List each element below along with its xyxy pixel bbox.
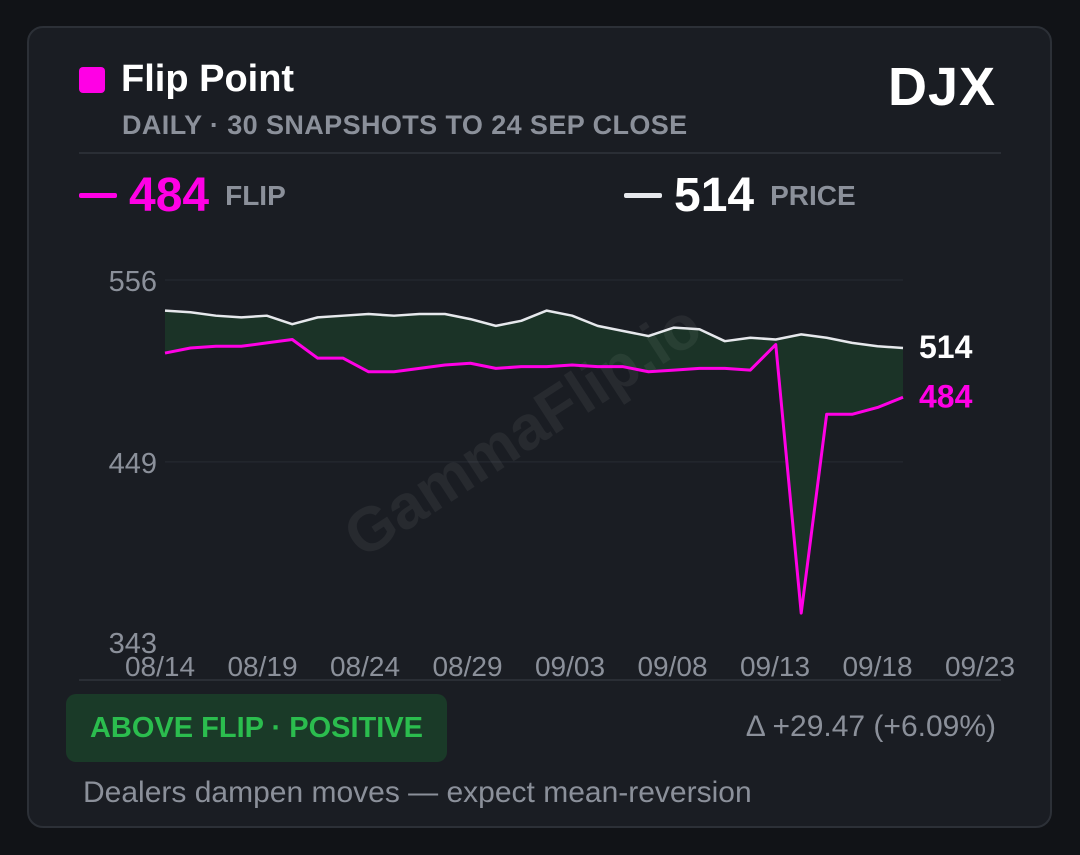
x-tick-label: 09/13: [740, 651, 810, 682]
header-divider: [79, 152, 1001, 154]
title-row: Flip Point: [79, 58, 294, 101]
price-line: [164, 309, 904, 350]
price-legend-dash: [624, 193, 662, 198]
x-tick-label: 08/24: [330, 651, 400, 682]
x-tick-label: 09/08: [637, 651, 707, 682]
x-tick-label: 08/14: [125, 651, 195, 682]
price-value: 514: [674, 169, 755, 222]
status-badge: ABOVE FLIP · POSITIVE: [66, 694, 447, 762]
y-tick-label: 343: [109, 628, 157, 660]
card-title: Flip Point: [121, 58, 295, 100]
price-stat: 514 PRICE: [624, 168, 856, 223]
price-label: PRICE: [770, 179, 856, 211]
flip-label: FLIP: [225, 179, 286, 211]
x-tick-label: 08/19: [227, 651, 297, 682]
x-tick-label: 09/03: [535, 651, 605, 682]
regime-note: Dealers dampen moves — expect mean-rever…: [83, 776, 752, 809]
footer-divider: [79, 679, 1001, 681]
x-tick-label: 09/23: [945, 651, 1015, 682]
flip-line: [164, 337, 904, 615]
flip-value: 484: [129, 169, 210, 222]
ticker-symbol: DJX: [887, 57, 996, 117]
flip-legend-dash: [79, 193, 117, 198]
flip-stat: 484 FLIP: [79, 168, 286, 223]
price-end-label: 514: [919, 329, 973, 365]
flip-end-label: 484: [919, 378, 973, 414]
flip-color-swatch: [79, 66, 105, 93]
spread-fill: [165, 310, 903, 614]
y-tick-label: 449: [109, 448, 157, 480]
x-tick-label: 09/18: [842, 651, 912, 682]
card-subtitle: DAILY · 30 SNAPSHOTS TO 24 SEP CLOSE: [122, 110, 688, 140]
x-tick-label: 08/29: [432, 651, 502, 682]
delta-readout: Δ +29.47 (+6.09%): [745, 710, 996, 743]
y-tick-label: 556: [109, 266, 157, 298]
flip-point-card: Flip Point DJX DAILY · 30 SNAPSHOTS TO 2…: [27, 26, 1052, 828]
